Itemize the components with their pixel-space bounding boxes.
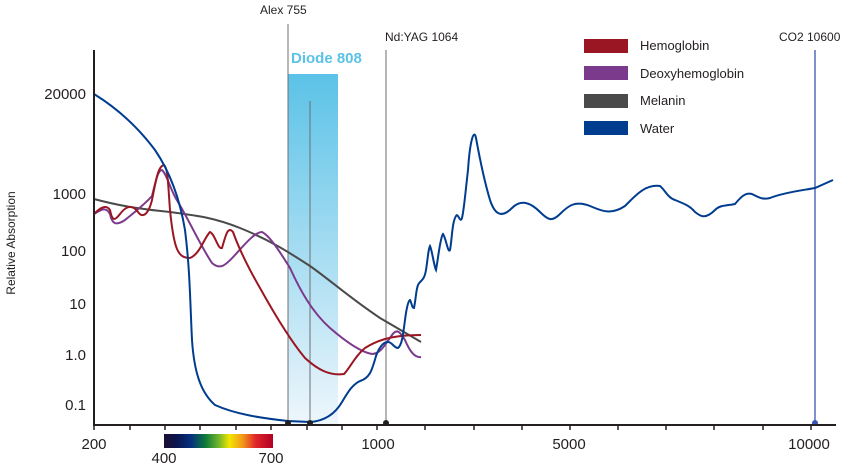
x-ticks: [93, 425, 812, 430]
legend-item-water: Water: [584, 115, 744, 143]
y-tick-100: 100: [60, 243, 86, 260]
water-swatch: [584, 121, 628, 136]
legend-item-melanin: Melanin: [584, 87, 744, 115]
spectrum-end-label: 700: [258, 450, 284, 467]
diode-label: Diode 808: [291, 50, 362, 67]
x-tick-10000: 10000: [788, 436, 830, 453]
y-tick-20000: 20000: [44, 86, 86, 103]
y-tick-1: 1.0: [65, 347, 86, 364]
hemoglobin-curve: [93, 163, 422, 376]
visible-spectrum-bar: [164, 434, 273, 448]
diode-band: [288, 74, 338, 424]
y-tick-1000: 1000: [52, 186, 86, 203]
water-curve: [93, 93, 834, 424]
melanin-swatch: [584, 93, 628, 108]
x-tick-1000: 1000: [361, 436, 395, 453]
co2-label: CO2 10600: [779, 30, 841, 44]
legend-item-hemoglobin: Hemoglobin: [584, 32, 744, 60]
alex-label: Alex 755: [260, 3, 307, 17]
spectrum-start-label: 400: [151, 450, 177, 467]
y-tick-0-1: 0.1: [65, 397, 86, 414]
deoxyhemoglobin-swatch: [584, 66, 628, 81]
hemoglobin-swatch: [584, 38, 628, 53]
y-tick-10: 10: [69, 296, 86, 313]
deoxyhemoglobin-curve: [93, 168, 422, 359]
x-tick-200: 200: [81, 436, 107, 453]
legend-item-deoxyhemoglobin: Deoxyhemoglobin: [584, 60, 744, 88]
x-tick-5000: 5000: [552, 436, 586, 453]
legend: Hemoglobin Deoxyhemoglobin Melanin Water: [584, 32, 744, 142]
melanin-curve: [93, 198, 422, 343]
ndyag-label: Nd:YAG 1064: [385, 30, 459, 44]
